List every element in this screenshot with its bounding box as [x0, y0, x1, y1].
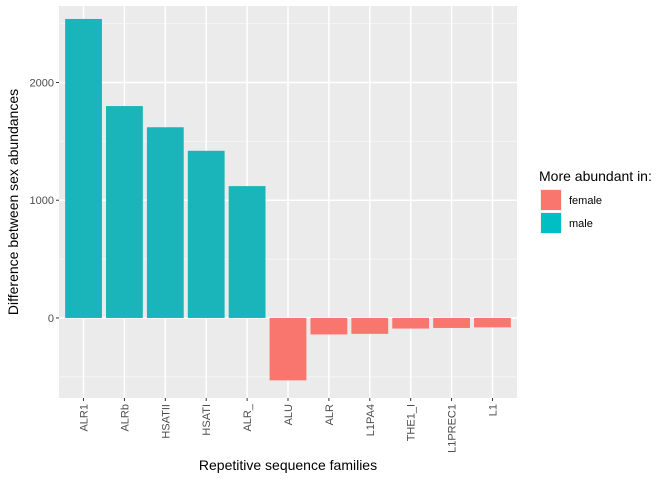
- x-axis: ALR1 ALRb HSATII HSATI ALR_ ALU ALR L1PA4 THE1_I…: [79, 398, 499, 453]
- y-tick-label: 2000: [30, 78, 54, 90]
- bar-alrb: [106, 106, 143, 318]
- legend-label-female: female: [569, 195, 602, 207]
- y-axis-title: Difference between sex abundances: [5, 89, 21, 315]
- bar-alu: [269, 317, 307, 381]
- x-tick-label: L1: [487, 404, 499, 416]
- bars: [65, 18, 511, 381]
- bar-l1pa4: [351, 317, 389, 334]
- x-tick-label: L1PA4: [365, 404, 377, 436]
- bar-the1_i: [392, 317, 430, 329]
- x-axis-title: Repetitive sequence families: [199, 457, 377, 473]
- bar-alr1: [65, 18, 102, 318]
- bar-alr: [310, 317, 348, 335]
- x-tick-label: ALR: [324, 404, 336, 425]
- legend-swatch-male: [541, 213, 561, 233]
- bar-l1: [474, 317, 511, 328]
- x-tick-label: THE1_I: [406, 404, 418, 441]
- x-tick-label: HSATII: [160, 404, 172, 439]
- legend: More abundant in: female male: [539, 168, 652, 234]
- y-tick-label: 1000: [30, 195, 54, 207]
- legend-label-male: male: [569, 218, 593, 230]
- bar-hsatii: [146, 127, 184, 318]
- x-tick-label: HSATI: [201, 404, 213, 436]
- y-tick-label: 0: [48, 313, 54, 325]
- x-tick-label: ALRb: [119, 404, 131, 432]
- bar-l1prec1: [433, 317, 470, 328]
- y-axis: 0 1000 2000: [30, 78, 59, 325]
- x-tick-label: ALR1: [79, 404, 91, 432]
- legend-title: More abundant in:: [539, 168, 652, 184]
- x-tick-label: ALU: [283, 404, 295, 425]
- bar-alr_: [228, 186, 266, 318]
- legend-swatch-female: [541, 190, 561, 210]
- x-tick-label: L1PREC1: [447, 404, 459, 453]
- x-tick-label: ALR_: [242, 403, 254, 431]
- bar-hsati: [187, 150, 225, 318]
